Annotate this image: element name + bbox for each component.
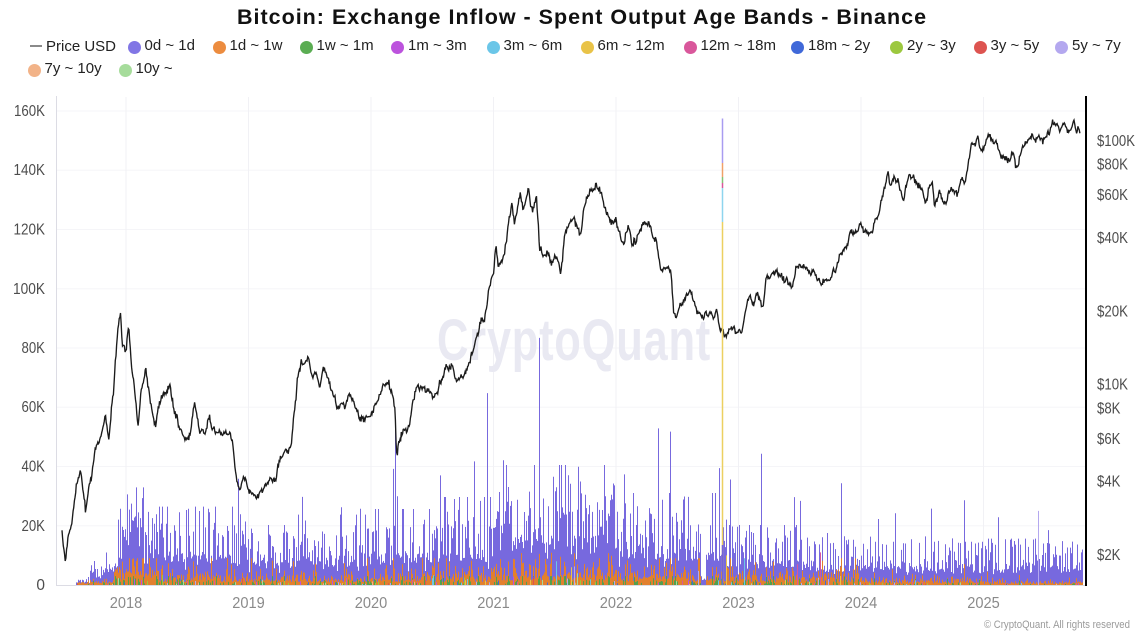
svg-text:CryptoQuant: CryptoQuant (437, 308, 711, 372)
svg-text:60K: 60K (22, 399, 46, 416)
svg-text:© CryptoQuant. All rights rese: © CryptoQuant. All rights reserved (984, 619, 1130, 631)
svg-text:$20K: $20K (1097, 303, 1129, 320)
svg-text:0: 0 (36, 577, 45, 594)
svg-text:$2K: $2K (1097, 547, 1121, 564)
svg-text:160K: 160K (14, 103, 46, 120)
svg-text:40K: 40K (22, 459, 46, 476)
svg-text:$8K: $8K (1097, 400, 1121, 417)
svg-text:120K: 120K (14, 222, 46, 239)
svg-text:$100K: $100K (1097, 133, 1136, 150)
svg-text:2025: 2025 (967, 595, 1000, 612)
svg-text:$4K: $4K (1097, 474, 1121, 491)
svg-text:$10K: $10K (1097, 377, 1129, 394)
svg-text:$6K: $6K (1097, 431, 1121, 448)
svg-text:2023: 2023 (722, 595, 755, 612)
svg-text:$80K: $80K (1097, 157, 1129, 174)
svg-text:2019: 2019 (232, 595, 265, 612)
svg-text:80K: 80K (22, 340, 46, 357)
svg-text:2024: 2024 (845, 595, 878, 612)
svg-text:2022: 2022 (600, 595, 633, 612)
svg-text:100K: 100K (13, 281, 46, 298)
svg-text:2020: 2020 (355, 595, 388, 612)
svg-text:140K: 140K (14, 162, 46, 179)
svg-text:20K: 20K (22, 518, 46, 535)
svg-text:2018: 2018 (110, 595, 143, 612)
svg-text:2021: 2021 (477, 595, 510, 612)
svg-text:$40K: $40K (1097, 230, 1129, 247)
svg-text:$60K: $60K (1097, 187, 1129, 204)
